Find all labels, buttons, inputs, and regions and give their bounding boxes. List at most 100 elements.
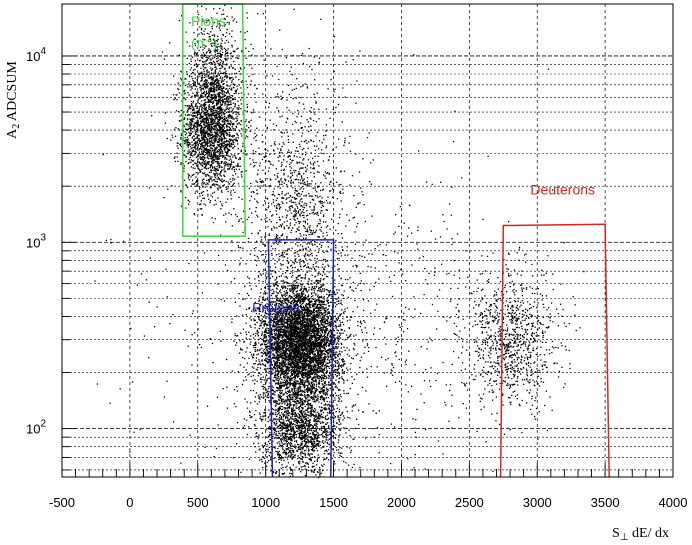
scatter-point [265, 323, 268, 326]
scatter-point [240, 99, 242, 101]
scatter-point [237, 162, 239, 165]
scatter-point [176, 145, 178, 147]
scatter-point [297, 317, 299, 319]
scatter-point [187, 141, 189, 143]
scatter-point [173, 75, 175, 77]
scatter-point [190, 114, 192, 116]
scatter-point [188, 175, 190, 177]
scatter-point [199, 140, 201, 142]
scatter-point [228, 155, 230, 157]
scatter-point [189, 106, 191, 108]
scatter-point [217, 134, 219, 136]
scatter-point [213, 191, 216, 193]
scatter-point [328, 367, 331, 369]
scatter-point [201, 157, 203, 159]
scatter-point [303, 391, 306, 393]
scatter-point [211, 162, 213, 164]
scatter-point [202, 20, 204, 22]
scatter-point [207, 118, 209, 120]
scatter-point [341, 376, 343, 378]
scatter-point [201, 154, 203, 156]
scatter-point [282, 329, 284, 331]
scatter-point [206, 163, 208, 165]
scatter-point [235, 157, 237, 159]
scatter-point [220, 179, 222, 181]
scatter-point [201, 77, 203, 80]
scatter-point [343, 297, 345, 300]
scatter-point [204, 28, 206, 30]
scatter-point [224, 94, 226, 96]
scatter-point [309, 372, 311, 374]
scatter-point [177, 88, 179, 90]
scatter-point [190, 159, 192, 161]
scatter-point [204, 109, 206, 111]
scatter-point [257, 395, 259, 397]
scatter-point [327, 318, 329, 320]
scatter-point [205, 56, 207, 58]
scatter-point [204, 95, 206, 97]
scatter-point [188, 83, 190, 85]
scatter-point [223, 214, 225, 216]
scatter-point [338, 364, 340, 366]
scatter-point [274, 310, 276, 312]
scatter-point [238, 113, 240, 116]
scatter-point [210, 131, 212, 133]
scatter-point [202, 88, 205, 90]
scatter-point [220, 104, 222, 107]
scatter-point [214, 40, 216, 42]
scatter-point [289, 398, 291, 401]
scatter-point [194, 133, 197, 135]
scatter-point [216, 112, 218, 114]
scatter-point [226, 132, 228, 134]
scatter-point [210, 129, 213, 131]
scatter-point [221, 191, 223, 193]
scatter-point [219, 118, 221, 121]
scatter-point [288, 370, 290, 372]
scatter-point [316, 344, 318, 346]
scatter-point [324, 320, 326, 322]
scatter-point [244, 150, 247, 152]
scatter-point [230, 139, 233, 141]
scatter-point [317, 353, 319, 355]
scatter-point [216, 131, 218, 133]
scatter-point [216, 107, 218, 109]
scatter-point [207, 145, 209, 147]
scatter-point [221, 40, 223, 42]
scatter-point [254, 136, 257, 138]
scatter-point [309, 362, 311, 364]
scatter-point [219, 85, 221, 87]
scatter-point [320, 357, 322, 359]
scatter-point [207, 135, 209, 138]
scatter-point [285, 368, 288, 370]
scatter-point [214, 175, 216, 177]
scatter-point [213, 39, 215, 41]
scatter-point [191, 108, 194, 111]
scatter-point [281, 302, 283, 304]
scatter-point [226, 92, 228, 94]
scatter-point [268, 341, 270, 343]
scatter-point [209, 114, 211, 117]
scatter-point [318, 342, 320, 345]
scatter-point [257, 372, 260, 374]
scatter-point [209, 129, 211, 131]
scatter-point [317, 274, 319, 276]
scatter-point [191, 150, 194, 152]
scatter-point [216, 78, 218, 80]
scatter-point [307, 385, 309, 387]
scatter-point [334, 369, 336, 371]
scatter-point [205, 119, 207, 121]
scatter-point [194, 162, 196, 164]
scatter-point [225, 88, 227, 90]
scatter-point [264, 398, 267, 401]
scatter-point [214, 120, 216, 122]
scatter-point [197, 41, 199, 43]
scatter-point [223, 86, 225, 88]
scatter-point [306, 352, 309, 354]
scatter-point [305, 315, 307, 317]
scatter-point [194, 122, 196, 124]
scatter-point [341, 359, 343, 361]
scatter-point [272, 283, 274, 285]
scatter-point [187, 177, 190, 179]
scatter-point [225, 117, 228, 120]
scatter-point [293, 295, 295, 297]
